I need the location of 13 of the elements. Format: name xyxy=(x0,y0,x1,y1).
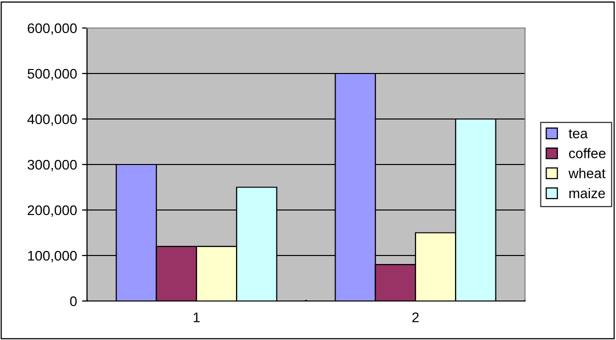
legend-label: tea xyxy=(568,129,588,138)
y-tick-label: 100,000 xyxy=(28,250,77,262)
legend-label: maize xyxy=(569,188,605,198)
x-tick-label: 2 xyxy=(412,312,419,322)
y-tick-label: 200,000 xyxy=(28,205,77,217)
y-tick-label: 300,000 xyxy=(28,160,77,172)
y-tick-label: 400,000 xyxy=(27,114,77,126)
x-tick-label: 1 xyxy=(194,312,200,322)
y-tick-label: 600,000 xyxy=(28,23,77,35)
legend-label: coffee xyxy=(569,148,606,158)
y-tick-label: 500,000 xyxy=(28,68,77,80)
legend-label: wheat xyxy=(568,168,606,178)
y-tick-label: 0 xyxy=(70,296,77,306)
